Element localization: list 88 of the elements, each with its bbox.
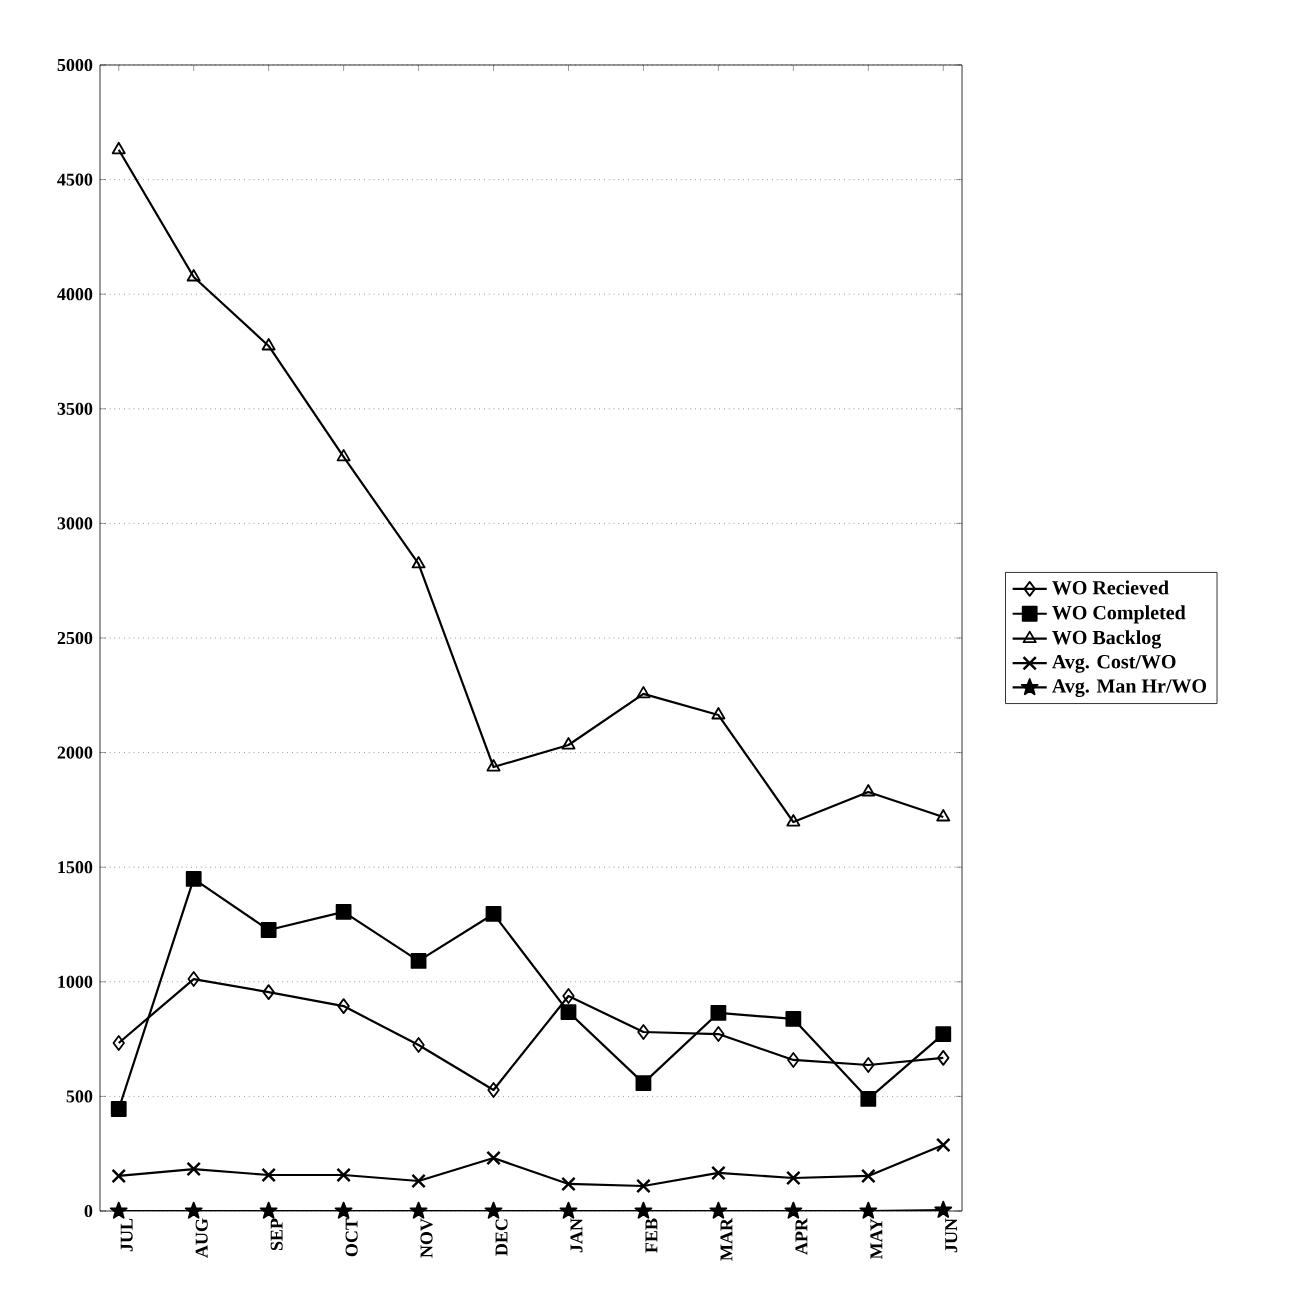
point xyxy=(784,1201,803,1219)
point xyxy=(710,1005,727,1021)
point xyxy=(786,814,801,827)
point xyxy=(562,988,575,1004)
x-tick-label: SEP xyxy=(270,1218,283,1251)
point xyxy=(785,1011,802,1027)
point xyxy=(485,906,502,922)
point xyxy=(261,1168,276,1183)
point xyxy=(110,1101,127,1117)
point xyxy=(337,998,350,1014)
y-tick-label: 2000 xyxy=(57,746,93,759)
point xyxy=(559,1201,578,1219)
point xyxy=(261,338,276,351)
y-tick-label: 500 xyxy=(66,1090,93,1103)
point xyxy=(187,971,200,987)
point xyxy=(336,449,351,462)
point xyxy=(709,1201,728,1219)
x-tick-label: MAR xyxy=(720,1217,733,1261)
point xyxy=(262,984,275,1001)
point xyxy=(411,1173,426,1188)
point xyxy=(186,1162,201,1177)
point xyxy=(561,737,576,750)
point xyxy=(334,1201,353,1219)
point xyxy=(112,1035,125,1051)
point xyxy=(184,1201,203,1219)
point xyxy=(409,1201,428,1219)
point xyxy=(787,1052,800,1068)
point xyxy=(635,1075,652,1091)
x-tick-label: JUL xyxy=(120,1218,133,1252)
legend-label: WO Completed xyxy=(1052,605,1186,624)
point xyxy=(335,903,352,920)
point xyxy=(486,1151,501,1166)
point xyxy=(936,809,951,822)
x-tick-label: NOV xyxy=(420,1218,433,1258)
x-tick-label: AUG xyxy=(195,1218,208,1258)
point xyxy=(410,953,427,969)
point xyxy=(111,141,126,155)
point xyxy=(786,1170,801,1185)
point xyxy=(936,1137,951,1152)
y-tick-label: 2500 xyxy=(57,631,93,645)
x-tick-label: FEB xyxy=(645,1218,658,1253)
y-tick-label: 0 xyxy=(84,1204,93,1218)
point xyxy=(637,1024,650,1040)
point xyxy=(712,1026,725,1042)
point xyxy=(860,1091,877,1107)
x-tick-label: OCT xyxy=(345,1218,358,1257)
legend-label: WO Backlog xyxy=(1052,630,1162,649)
point xyxy=(711,707,726,720)
point xyxy=(937,1049,950,1066)
y-tick-label: 4000 xyxy=(57,288,93,301)
point xyxy=(484,1201,503,1219)
legend-label: Avg. Man Hr/WO xyxy=(1052,679,1207,697)
point xyxy=(185,870,202,887)
y-tick-label: 1500 xyxy=(58,861,93,874)
y-tick-label: 1000 xyxy=(58,975,93,988)
point xyxy=(862,1057,875,1073)
point xyxy=(260,922,277,938)
point xyxy=(634,1201,653,1219)
point xyxy=(561,1176,576,1191)
point xyxy=(486,759,501,772)
x-tick-label: JAN xyxy=(570,1218,583,1253)
point xyxy=(336,1168,351,1183)
x-tick-label: MAY xyxy=(870,1218,883,1260)
point xyxy=(859,1201,878,1219)
point xyxy=(636,686,651,699)
point xyxy=(935,1026,952,1042)
point xyxy=(259,1201,278,1219)
point xyxy=(186,269,201,282)
x-tick-label: JUN xyxy=(945,1218,958,1253)
point xyxy=(412,1037,425,1053)
legend-label: Avg. Cost/WO xyxy=(1052,655,1176,673)
y-tick-label: 4500 xyxy=(57,173,93,186)
point xyxy=(560,1004,577,1020)
point xyxy=(861,784,876,797)
x-tick-label: DEC xyxy=(495,1219,508,1256)
y-tick-label: 3000 xyxy=(57,517,93,530)
point xyxy=(109,1201,128,1219)
point xyxy=(487,1082,500,1098)
point xyxy=(636,1179,651,1194)
point xyxy=(711,1165,726,1180)
point xyxy=(934,1200,953,1218)
point xyxy=(861,1168,876,1183)
legend-label: WO Recieved xyxy=(1052,580,1169,595)
point xyxy=(111,1168,126,1183)
x-tick-label: APR xyxy=(795,1217,808,1255)
y-tick-label: 3500 xyxy=(57,402,93,415)
point xyxy=(411,556,426,569)
y-tick-label: 5000 xyxy=(57,58,93,72)
